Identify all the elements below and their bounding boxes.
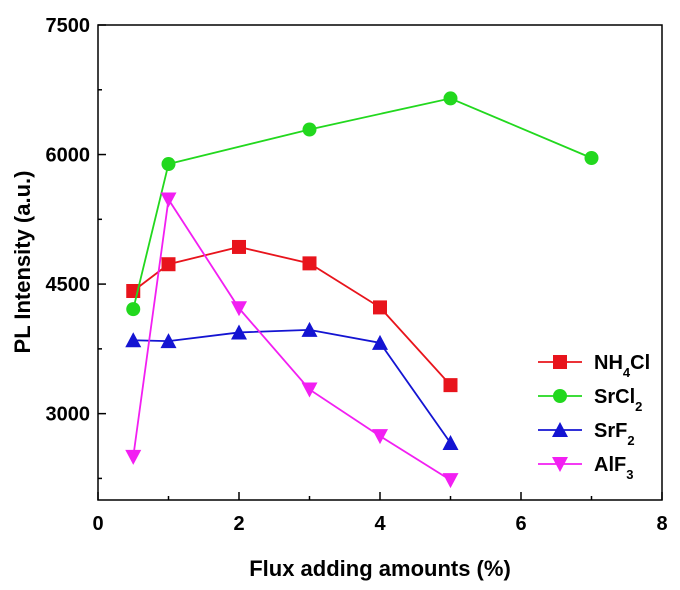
data-point [373, 300, 387, 315]
x-tick-label: 0 [92, 513, 103, 535]
legend-item: SrCl2 [538, 386, 642, 414]
legend-marker [553, 389, 567, 403]
data-point [125, 332, 142, 348]
series-srcl2 [126, 91, 599, 317]
data-point [301, 382, 318, 398]
x-axis-title: Flux adding amounts (%) [249, 556, 511, 581]
series-layer [125, 91, 599, 489]
legend-item: AlF3 [538, 454, 633, 482]
data-point [161, 157, 176, 172]
y-tick-label: 6000 [46, 145, 91, 167]
data-point [232, 239, 246, 254]
chart-legend: NH4Cl SrCl2 SrF2 AlF3 [538, 352, 650, 482]
series-nh4cl [126, 239, 458, 393]
data-point [126, 302, 141, 317]
legend-label: AlF3 [594, 454, 633, 482]
data-point [231, 301, 247, 317]
y-tick-label: 3000 [46, 404, 91, 426]
x-tick-label: 6 [515, 513, 526, 535]
y-axis-title: PL Intensity (a.u.) [10, 171, 35, 354]
data-point [302, 122, 317, 137]
chart-axes: 0 2 4 6 8 3000 4500 6000 7500 [46, 15, 668, 535]
data-point [160, 333, 177, 349]
data-point [231, 324, 247, 340]
data-point [443, 91, 458, 106]
data-point [584, 151, 599, 165]
legend-label: SrCl2 [594, 386, 642, 414]
legend-marker [552, 457, 568, 472]
data-point [372, 334, 388, 350]
x-tick-label: 8 [656, 513, 667, 535]
series-line [132, 97, 592, 310]
legend-item: SrF2 [538, 420, 635, 448]
legend-marker [553, 355, 567, 369]
legend-item: NH4Cl [538, 352, 650, 380]
data-point [302, 256, 317, 271]
series-line [132, 196, 451, 481]
data-point [160, 192, 177, 208]
data-point [125, 449, 142, 465]
series-alf3 [125, 192, 459, 489]
data-point [301, 321, 318, 337]
plot-frame [97, 24, 663, 501]
y-tick-label: 7500 [46, 15, 91, 37]
y-tick-label: 4500 [46, 274, 91, 296]
data-point [443, 378, 458, 393]
series-line [133, 328, 452, 444]
legend-label: SrF2 [594, 420, 635, 448]
series-line [132, 246, 452, 386]
legend-marker [552, 422, 568, 437]
x-tick-label: 2 [233, 513, 244, 535]
legend-label: NH4Cl [594, 352, 650, 380]
data-point [442, 473, 459, 489]
series-srf2 [125, 321, 459, 450]
x-tick-label: 4 [374, 513, 386, 535]
data-point [372, 429, 388, 445]
data-point [161, 257, 176, 272]
data-point [442, 435, 459, 450]
